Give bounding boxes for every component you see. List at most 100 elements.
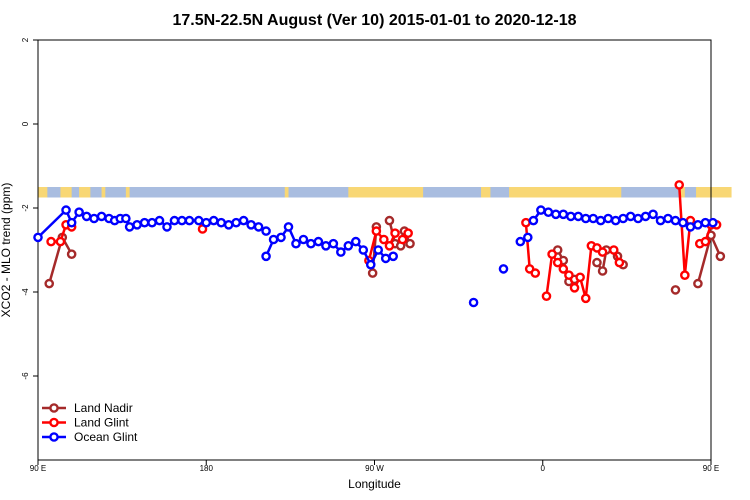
x-tick-label: 0 — [541, 464, 546, 473]
x-tick-label: 90 E — [703, 464, 719, 473]
series-ocean-glint — [33, 205, 718, 308]
x-tick-label: 180 — [200, 464, 214, 473]
data-point — [306, 238, 316, 249]
y-tick-label: -2 — [21, 204, 30, 212]
data-point — [670, 285, 681, 295]
data-point — [618, 213, 628, 224]
data-point — [154, 215, 165, 226]
legend-label: Land Nadir — [74, 401, 133, 415]
data-point — [573, 211, 584, 222]
data-point — [670, 215, 681, 226]
data-point — [216, 217, 227, 228]
legend-label: Land Glint — [74, 416, 129, 430]
data-point — [515, 236, 526, 247]
land-band — [38, 187, 48, 198]
data-point — [541, 291, 552, 302]
data-point — [124, 222, 135, 232]
data-point — [261, 251, 271, 262]
data-point — [390, 228, 400, 238]
data-point — [96, 211, 107, 222]
data-point — [700, 236, 711, 247]
land-band — [481, 187, 491, 198]
legend-marker — [49, 432, 59, 442]
data-point — [380, 253, 391, 264]
data-point — [633, 213, 643, 224]
x-axis-label: Longitude — [348, 477, 401, 491]
data-point — [33, 232, 43, 243]
data-point — [569, 282, 580, 293]
legend-item: Land Nadir — [42, 401, 133, 415]
y-axis: 2 0 -2 -4 -6 — [21, 37, 38, 380]
data-point — [253, 222, 264, 232]
data-point — [530, 268, 541, 278]
land-band — [509, 187, 622, 198]
x-axis: 90 E 180 90 W 0 90 E — [30, 460, 719, 473]
data-point — [336, 247, 346, 257]
data-point — [261, 226, 271, 236]
data-point — [663, 213, 673, 224]
data-point — [580, 293, 591, 304]
data-point — [139, 217, 150, 228]
data-point — [685, 222, 696, 232]
data-point — [66, 217, 77, 228]
y-tick-label: 2 — [21, 37, 30, 42]
data-point — [678, 217, 688, 228]
data-point — [543, 207, 554, 217]
data-point — [700, 217, 711, 228]
data-point — [522, 232, 533, 243]
data-point — [674, 180, 685, 190]
data-point — [388, 251, 398, 262]
data-point — [89, 213, 99, 224]
data-point — [547, 249, 557, 259]
data-point — [551, 209, 561, 220]
y-tick-label: -4 — [21, 288, 30, 296]
data-point — [614, 257, 625, 268]
x-tick-label: 90 E — [30, 464, 46, 473]
data-point — [61, 205, 71, 215]
data-point — [536, 205, 546, 215]
data-point — [565, 211, 576, 222]
y-tick-label: -6 — [21, 372, 30, 380]
land-band — [679, 187, 685, 198]
land-band — [348, 187, 424, 198]
x-tick-label: 90 W — [365, 464, 384, 473]
land-band — [125, 187, 130, 198]
data-series — [33, 180, 726, 308]
data-point — [597, 266, 608, 276]
land-ocean-strip — [38, 187, 732, 198]
data-point — [564, 270, 574, 281]
data-point — [276, 232, 286, 243]
data-point — [603, 213, 613, 224]
data-point — [648, 209, 658, 220]
data-point — [595, 215, 606, 226]
legend-label: Ocean Glint — [74, 430, 138, 444]
legend-item: Land Glint — [42, 416, 129, 430]
y-axis-label: XCO2 - MLO trend (ppm) — [0, 183, 13, 318]
data-point — [397, 234, 408, 245]
data-point — [169, 215, 180, 226]
data-point — [575, 272, 585, 283]
data-point — [498, 264, 509, 274]
land-band — [79, 187, 91, 198]
data-point — [708, 217, 718, 228]
data-point — [358, 245, 369, 255]
legend-marker — [49, 403, 59, 413]
data-point — [313, 236, 324, 247]
data-point — [715, 251, 726, 262]
data-point — [693, 278, 703, 289]
data-point — [693, 219, 703, 230]
series-land-glint — [46, 180, 722, 304]
data-point — [177, 215, 187, 226]
data-point — [468, 297, 479, 308]
data-point — [283, 222, 294, 232]
land-band — [60, 187, 72, 198]
data-point — [321, 240, 331, 251]
data-point — [558, 209, 569, 220]
data-point — [625, 211, 636, 222]
data-point — [184, 215, 195, 226]
data-point — [121, 213, 131, 224]
data-point — [552, 257, 563, 268]
data-point — [592, 257, 602, 268]
data-point — [201, 217, 212, 228]
